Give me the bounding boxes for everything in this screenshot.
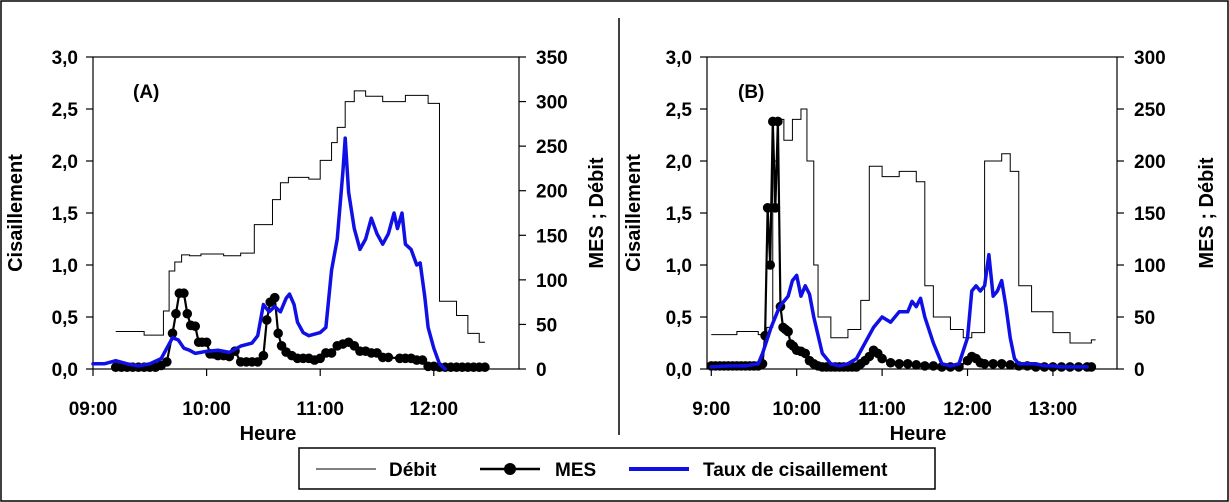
y2-axis-title: MES ; Débit: [1196, 157, 1218, 268]
series-mes-point: [773, 116, 783, 127]
series-taux-line: [709, 252, 1089, 369]
panel-label: (B): [738, 82, 764, 103]
series-mes-point: [262, 315, 272, 325]
y2-tick-label: 100: [536, 271, 568, 292]
y-tick-label: 3,0: [666, 48, 692, 69]
y-tick-label: 1,0: [666, 256, 692, 277]
series-mes-point: [269, 292, 280, 303]
y-tick-label: 1,5: [666, 204, 693, 225]
y-axis-title: Cisaillement: [623, 154, 645, 272]
series-mes-point: [770, 203, 781, 213]
y2-tick-label: 50: [536, 315, 557, 336]
series-mes-point: [182, 308, 193, 319]
legend-label-debit: Débit: [389, 460, 437, 481]
y-tick-label: 0,0: [666, 360, 692, 381]
series-debit-line: [115, 90, 485, 343]
series-mes-point: [179, 288, 189, 299]
legend-label-taux: Taux de cisaillement: [703, 460, 888, 481]
y-tick-label: 2,5: [52, 100, 79, 121]
y2-tick-label: 0: [1134, 360, 1145, 381]
y2-tick-label: 150: [1134, 204, 1166, 225]
series-mes-point: [273, 328, 283, 339]
y2-axis-title: MES ; Débit: [586, 157, 608, 268]
series-mes-point: [258, 350, 269, 361]
x-tick-label: 11:00: [858, 399, 906, 420]
x-tick-label: 09:00: [69, 399, 118, 420]
series-mes-point: [171, 308, 181, 319]
y2-tick-label: 300: [1134, 48, 1166, 69]
x-tick-label: 12:00: [409, 399, 458, 420]
series-mes-point: [928, 361, 939, 371]
series-mes-point: [783, 326, 793, 337]
y2-tick-label: 50: [1134, 308, 1155, 329]
y-tick-label: 1,5: [52, 204, 79, 225]
x-tick-label: 12:00: [943, 399, 992, 420]
y2-tick-label: 300: [536, 93, 568, 114]
series-mes-point: [383, 352, 394, 363]
legend: Débit MES Taux de cisaillement: [298, 447, 936, 490]
series-mes-point: [480, 362, 490, 373]
x-tick-label: 9:00: [692, 399, 730, 420]
y2-tick-label: 150: [536, 226, 568, 247]
y2-tick-label: 250: [1134, 100, 1166, 121]
series-taux-line: [91, 136, 447, 371]
y2-tick-label: 0: [536, 360, 547, 381]
series-mes-point: [201, 337, 212, 348]
series-mes-point: [162, 357, 172, 367]
series-mes-point: [979, 359, 990, 369]
series-mes-point: [765, 260, 776, 270]
y-tick-label: 2,0: [52, 152, 78, 173]
x-axis-title: Heure: [890, 423, 947, 445]
legend-box: [298, 447, 936, 490]
series-mes-point: [911, 360, 922, 370]
series-mes-point: [800, 348, 811, 359]
y-tick-label: 2,0: [666, 152, 692, 173]
series-mes-point: [988, 359, 998, 369]
y-tick-label: 0,0: [52, 360, 78, 381]
y-tick-label: 2,5: [666, 100, 693, 121]
series-mes-point: [190, 321, 201, 332]
x-tick-label: 10:00: [772, 399, 821, 420]
y2-tick-label: 350: [536, 48, 568, 69]
legend-marker-mes: [504, 463, 516, 475]
series-mes-point: [1005, 360, 1016, 370]
x-tick-label: 11:00: [296, 399, 344, 420]
x-tick-label: 10:00: [182, 399, 231, 420]
x-axis-title: Heure: [240, 423, 297, 445]
series-mes-point: [1086, 362, 1097, 372]
series-mes-point: [996, 359, 1007, 369]
series-mes-point: [326, 348, 337, 358]
series-mes-point: [252, 357, 263, 367]
y-tick-label: 0,5: [52, 308, 79, 329]
y2-tick-label: 100: [1134, 256, 1166, 277]
panel-label: (A): [133, 82, 159, 103]
y-tick-label: 0,5: [666, 308, 693, 329]
series-mes-point: [877, 353, 887, 364]
series-mes-point: [920, 361, 930, 371]
y2-tick-label: 200: [536, 182, 568, 203]
y-tick-label: 1,0: [52, 256, 78, 277]
chart-panel-a: 0,0 0,5 1,0 1,5 2,0 2,5 3,0 0 50 100 150 200 250 300 3…: [5, 48, 608, 445]
chart-panel-b: 0,0 0,5 1,0 1,5 2,0 2,5 3,0 0 50 100 150 200 250 300 9…: [623, 48, 1218, 445]
y2-tick-label: 200: [1134, 152, 1166, 173]
series-mes-point: [167, 328, 178, 339]
series-mes-point: [417, 355, 428, 365]
series-mes-point: [894, 359, 904, 369]
series-mes-point: [762, 203, 773, 213]
y-axis-title: Cisaillement: [5, 154, 27, 272]
series-mes-point: [885, 357, 896, 368]
y2-tick-label: 250: [536, 137, 568, 158]
legend-label-mes: MES: [555, 460, 596, 481]
y-tick-label: 3,0: [52, 48, 78, 69]
x-tick-label: 13:00: [1029, 399, 1078, 420]
series-mes-point: [902, 359, 913, 369]
